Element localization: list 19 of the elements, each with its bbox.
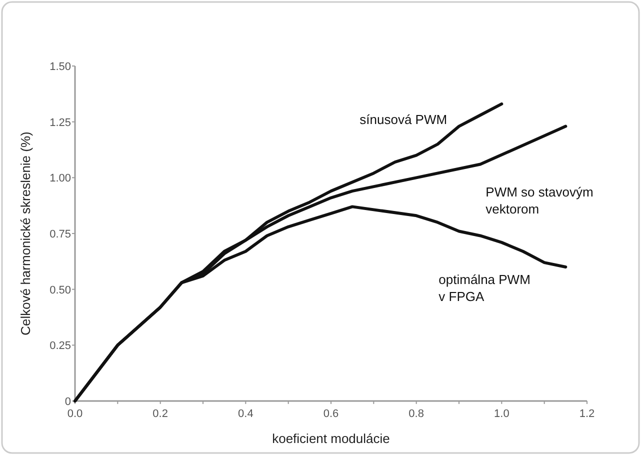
x-tick-label: 0.6 [323,408,339,420]
x-tick-label: 0.8 [408,408,424,420]
y-tick-label: 0.75 [50,228,71,240]
y-axis-title: Celkové harmonické skreslenie (%) [18,132,33,336]
x-tick-label: 1.0 [494,408,510,420]
x-tick-label: 0.0 [67,408,83,420]
y-tick-label: 1.00 [50,172,71,185]
series-label: sínusová PWM [360,112,448,127]
y-tick-label: 0.50 [50,284,71,296]
x-tick-label: 0.4 [238,408,254,420]
y-tick-label: 1.50 [50,61,71,73]
y-tick-label: 0 [64,396,71,408]
x-tick-label: 0.2 [152,408,168,420]
series-label: PWM so stavovým vektorom [486,184,594,216]
series-label: optimálna PWM v FPGA [438,272,530,304]
y-tick-label: 1.25 [50,116,71,129]
x-tick-label: 1.2 [579,408,595,420]
x-axis-title: koeficient modulácie [272,431,390,446]
y-tick-label: 0.25 [50,340,71,352]
